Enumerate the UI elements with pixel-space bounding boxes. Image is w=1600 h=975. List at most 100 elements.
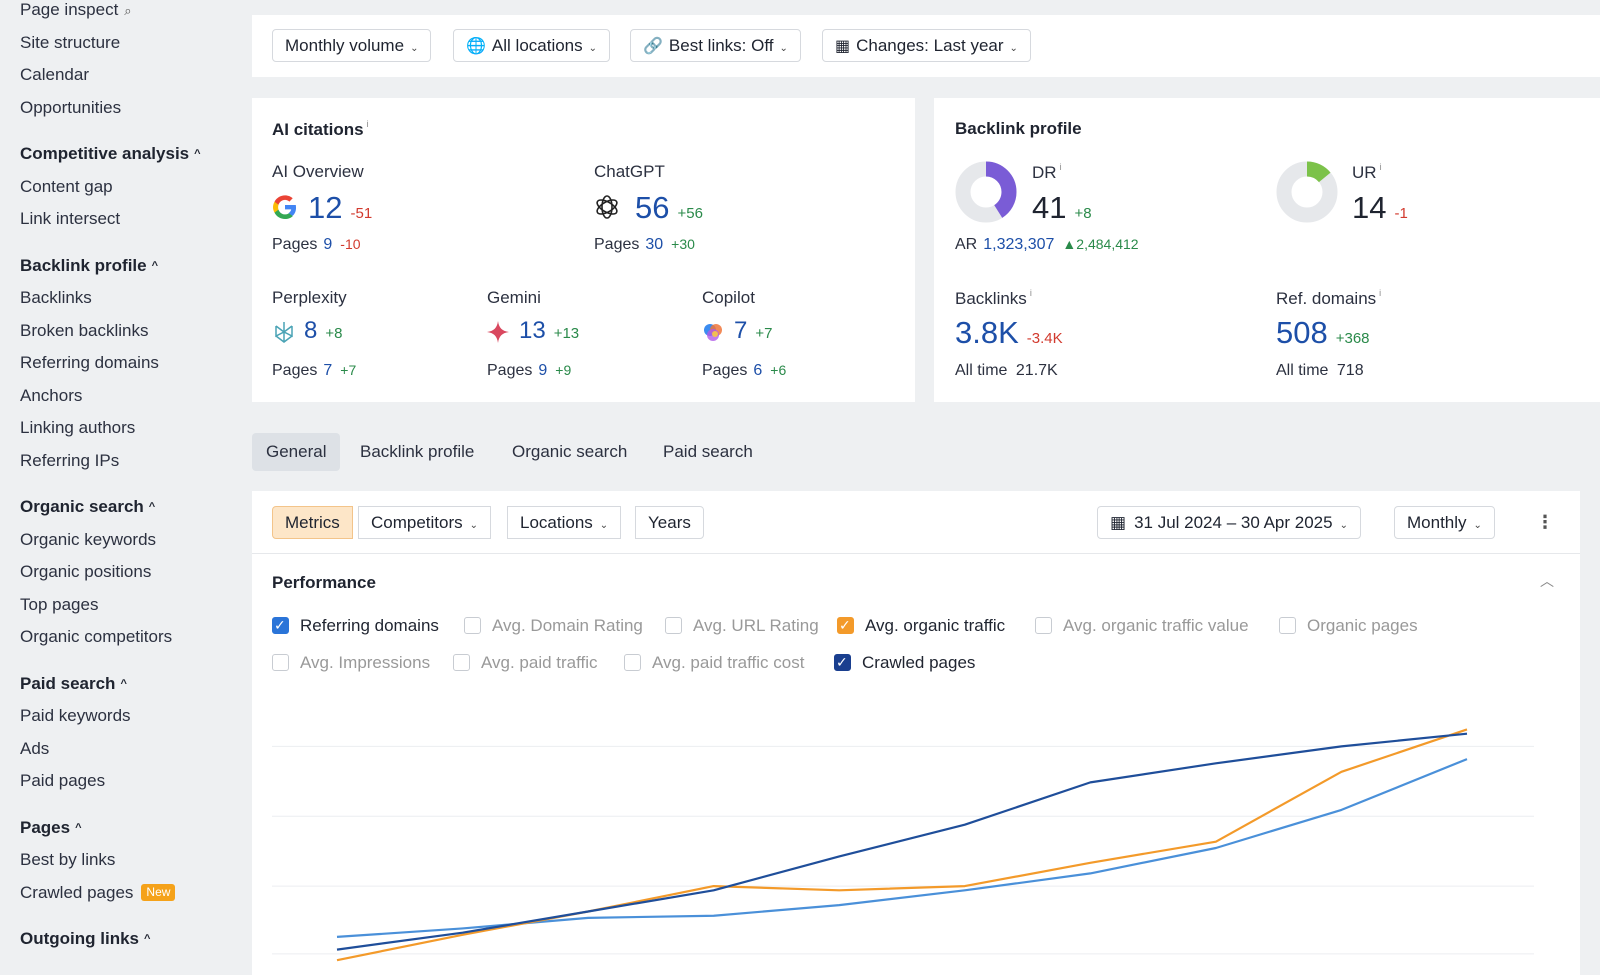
sidebar-item-crawled-pages[interactable]: Crawled pages New bbox=[20, 877, 248, 910]
dropdown-label: Best links: Off bbox=[668, 36, 774, 55]
series-line-referring-domains bbox=[336, 758, 1468, 938]
dr-value: 41 +8 bbox=[1032, 190, 1092, 226]
sidebar-section-paid-search[interactable]: Paid search ^ bbox=[20, 668, 248, 701]
info-icon[interactable]: i bbox=[1379, 288, 1382, 298]
info-icon[interactable]: i bbox=[366, 119, 369, 129]
sidebar-item-broken-backlinks[interactable]: Broken backlinks bbox=[20, 320, 149, 340]
pages-value[interactable]: 9 bbox=[323, 236, 333, 253]
tab-paid-search[interactable]: Paid search bbox=[663, 442, 753, 461]
monthly-volume-dropdown[interactable]: Monthly volume ⌄ bbox=[272, 29, 432, 62]
checkbox-avg-impressions[interactable]: Avg. Impressions bbox=[272, 651, 447, 675]
sidebar-item-linking-authors[interactable]: Linking authors bbox=[20, 418, 136, 437]
sidebar-item-top-pages[interactable]: Top pages bbox=[20, 594, 99, 614]
sidebar-item-calendar[interactable]: Calendar bbox=[20, 65, 89, 84]
sidebar-section-pages[interactable]: Pages ^ bbox=[20, 812, 248, 845]
backlink-profile-card: Backlink profile DR i 41 +8 AR 1,323,307 ▲2,… bbox=[934, 98, 1600, 402]
best-links-dropdown[interactable]: 🔗 Best links: Off ⌄ bbox=[630, 29, 801, 62]
competitors-dropdown[interactable]: Competitors ⌄ bbox=[358, 506, 492, 539]
checkbox-avg-organic-traffic-value[interactable]: Avg. organic traffic value bbox=[1035, 614, 1270, 638]
sidebar-item-organic-keywords[interactable]: Organic keywords bbox=[20, 529, 157, 549]
more-options-icon[interactable]: ⋮ bbox=[1536, 512, 1554, 532]
sidebar-item-ads[interactable]: Ads bbox=[20, 738, 50, 758]
sidebar-item-referring-domains[interactable]: Referring domains bbox=[20, 353, 159, 372]
sidebar-item-organic-positions[interactable]: Organic positions bbox=[20, 562, 152, 581]
changes-dropdown[interactable]: ▦ Changes: Last year ⌄ bbox=[822, 29, 1031, 62]
backlinks-value[interactable]: 3.8K -3.4K bbox=[955, 315, 1063, 351]
checkbox-icon bbox=[665, 617, 682, 634]
pages-value[interactable]: 30 bbox=[645, 236, 664, 253]
pages-value[interactable]: 7 bbox=[323, 362, 333, 379]
sidebar-item-page-inspect[interactable]: Page inspect ⌕ bbox=[20, 0, 248, 27]
sidebar-item-opportunities[interactable]: Opportunities bbox=[20, 97, 122, 117]
sidebar-section-outgoing-links[interactable]: Outgoing links ^ bbox=[20, 923, 248, 956]
tab-organic-search[interactable]: Organic search bbox=[512, 442, 628, 461]
sidebar-section-competitive-analysis[interactable]: Competitive analysis ^ bbox=[20, 138, 248, 171]
chatgpt-value[interactable]: 56 +56 bbox=[635, 190, 703, 226]
checkbox-avg-domain-rating[interactable]: Avg. Domain Rating bbox=[464, 614, 654, 638]
perplexity-pages: Pages 7 +7 bbox=[272, 362, 357, 379]
checkbox-icon bbox=[453, 654, 470, 671]
sidebar-item-anchors[interactable]: Anchors bbox=[20, 385, 83, 405]
ar-row: AR 1,323,307 ▲2,484,412 bbox=[955, 236, 1139, 253]
perplexity-value[interactable]: 8 +8 bbox=[304, 317, 342, 345]
years-segment[interactable]: Years bbox=[635, 506, 704, 539]
checkbox-icon bbox=[1279, 617, 1296, 634]
copilot-value[interactable]: 7 +7 bbox=[734, 317, 772, 345]
value: 12 bbox=[308, 190, 343, 225]
checkbox-label: Crawled pages bbox=[862, 653, 976, 672]
gemini-pages: Pages 9 +9 bbox=[487, 362, 572, 379]
sidebar-item-referring-ips[interactable]: Referring IPs bbox=[20, 450, 120, 470]
sidebar-section-backlink-profile[interactable]: Backlink profile ^ bbox=[20, 250, 248, 283]
locations-dropdown[interactable]: 🌐 All locations ⌄ bbox=[453, 29, 611, 62]
pages-value[interactable]: 9 bbox=[538, 362, 548, 379]
checkbox-icon: ✓ bbox=[834, 654, 851, 671]
checkbox-label: Avg. paid traffic cost bbox=[652, 653, 805, 672]
checkbox-avg-organic-traffic[interactable]: ✓ Avg. organic traffic bbox=[837, 614, 1027, 638]
date-range-picker[interactable]: ▦ 31 Jul 2024 – 30 Apr 2025 ⌄ bbox=[1097, 506, 1361, 539]
sidebar: Page inspect ⌕ Site structure Calendar Op… bbox=[0, 0, 248, 975]
link-icon: 🔗 bbox=[643, 38, 663, 55]
ref-domains-all-time: All time 718 bbox=[1276, 362, 1364, 379]
interval-dropdown[interactable]: Monthly ⌄ bbox=[1394, 506, 1495, 539]
checkbox-avg-paid-traffic[interactable]: Avg. paid traffic bbox=[453, 651, 623, 675]
ar-value[interactable]: 1,323,307 bbox=[983, 236, 1055, 253]
checkbox-crawled-pages[interactable]: ✓ Crawled pages bbox=[834, 651, 994, 675]
sidebar-item-backlinks[interactable]: Backlinks bbox=[20, 288, 92, 307]
info-icon[interactable]: i bbox=[1059, 162, 1062, 172]
delta: -3.4K bbox=[1026, 330, 1063, 347]
checkbox-avg-paid-traffic-cost[interactable]: Avg. paid traffic cost bbox=[624, 651, 824, 675]
ai-overview-value[interactable]: 12 -51 bbox=[308, 190, 372, 226]
sidebar-item-paid-keywords[interactable]: Paid keywords bbox=[20, 706, 131, 725]
sidebar-item-link-intersect[interactable]: Link intersect bbox=[20, 209, 121, 228]
info-icon[interactable]: i bbox=[1379, 162, 1382, 172]
info-icon[interactable]: i bbox=[1029, 288, 1032, 298]
sidebar-item-best-by-links[interactable]: Best by links bbox=[20, 850, 116, 869]
sidebar-item-content-gap[interactable]: Content gap bbox=[20, 176, 113, 196]
sidebar-item-paid-pages[interactable]: Paid pages bbox=[20, 771, 106, 790]
tab-general[interactable]: General bbox=[252, 433, 341, 471]
sidebar-section-organic-search[interactable]: Organic search ^ bbox=[20, 491, 248, 524]
sidebar-item-organic-competitors[interactable]: Organic competitors bbox=[20, 627, 173, 646]
delta: +8 bbox=[325, 325, 343, 342]
ref-domains-value[interactable]: 508 +368 bbox=[1276, 315, 1370, 351]
new-badge: New bbox=[141, 883, 176, 901]
metrics-segment[interactable]: Metrics bbox=[272, 506, 353, 539]
dropdown-label: Changes: Last year bbox=[856, 36, 1004, 55]
perplexity-icon bbox=[275, 322, 293, 343]
collapse-chevron-up-icon[interactable]: ︿ bbox=[1540, 573, 1554, 589]
tab-backlink-profile[interactable]: Backlink profile bbox=[360, 442, 475, 461]
locations-segment-dropdown[interactable]: Locations ⌄ bbox=[507, 506, 622, 539]
checkbox-organic-pages[interactable]: Organic pages bbox=[1279, 614, 1439, 638]
pages-value[interactable]: 6 bbox=[753, 362, 763, 379]
chevron-down-icon: ⌄ bbox=[599, 520, 609, 531]
ai-overview-pages: Pages 9 -10 bbox=[272, 236, 361, 253]
checkbox-referring-domains[interactable]: ✓ Referring domains bbox=[272, 614, 462, 638]
chatgpt-pages: Pages 30 +30 bbox=[594, 236, 695, 253]
checkbox-avg-url-rating[interactable]: Avg. URL Rating bbox=[665, 614, 825, 638]
checkbox-label: Avg. URL Rating bbox=[693, 616, 819, 635]
value: 56 bbox=[635, 190, 670, 225]
gemini-value[interactable]: 13 +13 bbox=[519, 317, 579, 345]
sidebar-item-site-structure[interactable]: Site structure bbox=[20, 32, 121, 52]
copilot-icon bbox=[704, 324, 722, 341]
dropdown-label: Locations bbox=[520, 513, 593, 532]
